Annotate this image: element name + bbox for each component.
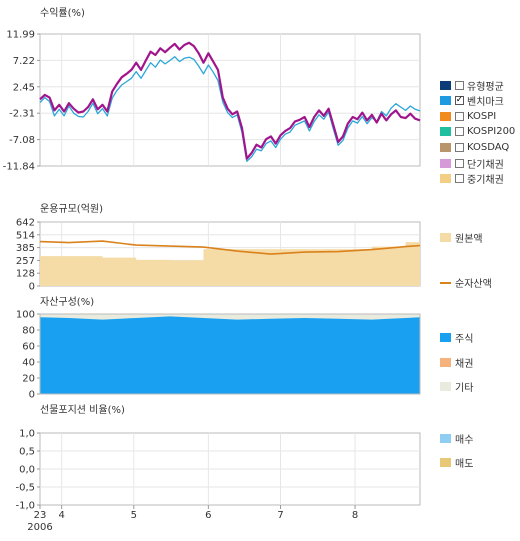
futures-legend-item-0: 매수: [440, 431, 474, 446]
asset-ytick-label: 60: [22, 342, 35, 353]
x-tick-label: 6: [205, 510, 211, 521]
legend-label: 중기채권: [467, 175, 504, 187]
asset-ytick-label: 20: [22, 374, 35, 385]
aum-ytick-label: 385: [16, 243, 35, 254]
aum-legend-item-1: 순자산액: [440, 275, 492, 290]
asset-plot-border: [39, 313, 421, 395]
aum-ytick-label: 128: [16, 269, 35, 280]
returns-legend-item-0[interactable]: 유형평균: [440, 78, 504, 93]
x-tick-label: 8: [352, 510, 358, 521]
returns-legend-item-3[interactable]: KOSPI200: [440, 125, 515, 139]
legend-checkbox[interactable]: [455, 174, 464, 184]
returns-legend-item-6[interactable]: 중기채권: [440, 172, 504, 186]
legend-label: 벤치마크: [467, 97, 504, 109]
returns-series-line-fund: [39, 41, 421, 160]
futures-legend-item-1: 매도: [440, 455, 474, 470]
x-year-label: 2006: [27, 522, 52, 533]
asset-ytick-label: 100: [16, 310, 35, 321]
aum-ytick-label: 257: [16, 256, 35, 267]
legend-label: 매수: [455, 434, 474, 446]
legend-swatch: [440, 174, 451, 184]
futures-ytick-label: -0,5: [15, 483, 35, 494]
returns-title: 수익률(%): [40, 7, 85, 19]
legend-swatch: [440, 332, 451, 342]
legend-swatch: [440, 457, 451, 467]
asset-legend-item-0: 주식: [440, 330, 474, 345]
legend-swatch: [440, 281, 451, 284]
returns-plot-frame: [39, 33, 421, 167]
asset-title: 자산구성(%): [40, 296, 94, 308]
returns-ytick-label: 2.45: [13, 82, 35, 93]
asset-ytick-label: 80: [22, 326, 35, 337]
returns-ytick-label: -2.31: [9, 109, 35, 120]
asset-legend-item-1: 채권: [440, 355, 474, 370]
returns-legend-item-5[interactable]: 단기채권: [440, 156, 504, 171]
legend-swatch: [440, 111, 451, 121]
returns-legend-item-1[interactable]: ✓ 벤치마크: [440, 94, 504, 108]
futures-title: 선물포지션 비율(%): [40, 404, 125, 416]
legend-label: 원본액: [455, 233, 483, 245]
aum-net-asset-line: [39, 240, 421, 255]
returns-ytick-label: -7.08: [9, 135, 35, 146]
legend-swatch: [440, 158, 451, 168]
futures-ytick-label: 1,0: [19, 429, 35, 440]
legend-checkbox-checked[interactable]: ✓: [455, 95, 464, 106]
legend-swatch: [440, 127, 451, 137]
x-tick-label: 23: [34, 510, 47, 521]
aum-legend-item-0: 원본액: [440, 230, 483, 245]
legend-swatch: [440, 433, 451, 443]
aum-ytick-label: 642: [16, 218, 35, 229]
legend-label: 매도: [455, 458, 474, 470]
legend-label: KOSDAQ: [467, 141, 510, 153]
x-tick-label: 7: [277, 510, 283, 521]
legend-label: 주식: [455, 333, 474, 345]
returns-ytick-label: 11.99: [6, 30, 35, 41]
legend-label: 기타: [455, 382, 474, 394]
legend-checkbox[interactable]: [455, 127, 464, 137]
legend-swatch: [440, 357, 451, 367]
aum-ytick-label: 0: [29, 282, 35, 293]
legend-swatch: [440, 381, 451, 391]
returns-legend-item-2[interactable]: KOSPI: [440, 109, 496, 123]
legend-swatch: [440, 96, 451, 106]
legend-label: 유형평균: [467, 81, 504, 93]
legend-checkbox[interactable]: [455, 142, 464, 152]
asset-ytick-label: 40: [22, 358, 35, 369]
returns-ytick-label: 7.22: [13, 56, 35, 67]
asset-ytick-label: 0: [29, 390, 35, 401]
aum-title: 운용규모(억원): [40, 203, 103, 215]
aum-ytick-label: 514: [16, 230, 35, 241]
legend-label: 순자산액: [455, 278, 492, 290]
legend-label: 채권: [455, 358, 474, 370]
legend-checkbox[interactable]: [455, 80, 464, 90]
legend-label: KOSPI: [467, 110, 497, 122]
x-tick-label: 5: [131, 510, 137, 521]
legend-swatch: [440, 232, 451, 242]
returns-ytick-label: -11.84: [3, 162, 35, 173]
aum-original-area: [40, 238, 420, 286]
legend-swatch: [440, 142, 451, 152]
legend-swatch: [440, 80, 451, 90]
returns-series-line-benchmark: [39, 56, 421, 162]
legend-checkbox[interactable]: [455, 158, 464, 168]
x-tick-label: 4: [58, 510, 64, 521]
legend-label: KOSPI200: [467, 126, 516, 138]
futures-ytick-label: 0,0: [19, 465, 35, 476]
legend-checkbox[interactable]: [455, 111, 464, 121]
returns-legend-item-4[interactable]: KOSDAQ: [440, 140, 509, 154]
asset-stock-area: [40, 316, 420, 394]
asset-legend-item-2: 기타: [440, 379, 474, 394]
legend-label: 단기채권: [467, 159, 504, 171]
futures-ytick-label: -1,0: [15, 501, 35, 512]
futures-ytick-label: 0,5: [19, 447, 35, 458]
